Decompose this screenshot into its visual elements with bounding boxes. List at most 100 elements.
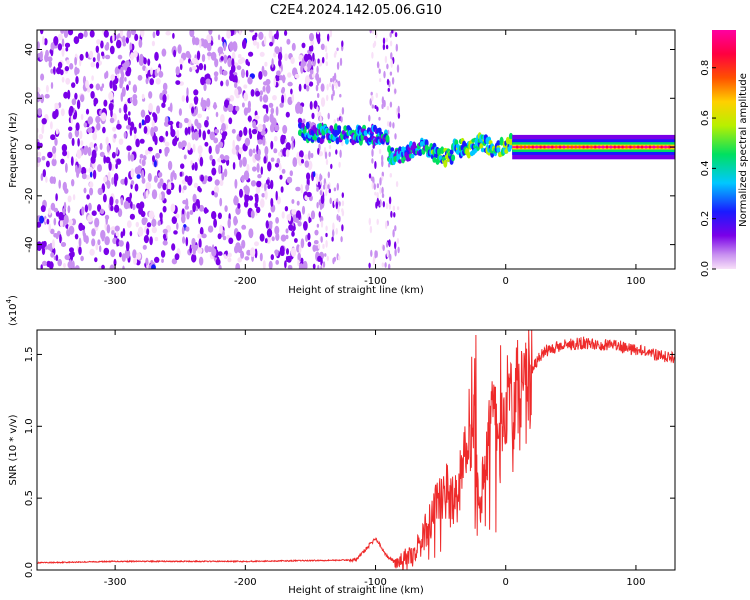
spectrogram-cell [153,113,158,123]
spectrogram-cell [79,53,84,61]
spectrogram-cell [372,43,376,48]
snr-frame [36,329,676,571]
spectrogram-cell [296,200,300,206]
spectrogram-cell [243,92,249,102]
spectrogram-cell [223,155,230,161]
spectrogram-cell [101,264,105,269]
spectrogram-cell [41,126,45,134]
spectrogram-cell [333,72,337,81]
spectrogram-cell [660,145,663,149]
spectrogram-cell [199,38,202,49]
spectrogram-cell [151,226,157,234]
spectrogram-cell [81,206,85,216]
spectrogram-cell [278,162,282,171]
spectrogram-cell [138,122,142,129]
spectrogram-cell [191,125,195,134]
spectrogram-cell [376,106,379,112]
spectrogram-cell [341,209,345,217]
spectrogram-cell [45,176,48,183]
spectrogram-cell [64,42,71,48]
spectrogram-cell [318,199,321,206]
spectrogram-cell [369,98,372,106]
spectrogram-cell [200,76,206,86]
spectrogram-cell [260,129,266,136]
spectrogram-cell [273,148,278,154]
spectrogram-cell [295,103,300,112]
spectrogram-cell [186,87,189,97]
spectrogram-cell [75,76,79,85]
spectrogram-cell [49,242,53,252]
spectrogram-cell [46,218,50,225]
spectrogram-cell [332,229,335,238]
spectrogram-cell [301,42,306,49]
spectrogram-cell [48,60,52,68]
spectrogram-cell [40,30,44,35]
spectrogram-cell [232,139,235,150]
spectrogram-cell [138,38,143,48]
spectrogram-cell [185,50,191,58]
spectrogram-cell [217,34,221,41]
spectrogram-cell [264,146,269,156]
spectrogram-cell [304,65,308,72]
spectrogram-cell [134,183,139,192]
spectrogram-cell [154,256,160,263]
spectrogram-cell [75,67,80,75]
colorbar-tick-label: 0.6 [700,110,711,126]
spectrogram-cell [194,161,198,171]
spectrogram-cell [606,145,608,149]
spectrogram-cell [52,111,58,120]
spectrogram-cell [155,30,160,36]
spectrogram-cell [109,264,115,269]
spectrogram-cell [85,79,89,89]
spectrogram-cell [112,33,115,43]
spectrogram-cell [119,30,124,38]
spectrogram-cell [161,48,167,57]
spectrogram-cell [341,129,346,136]
spectrogram-cell [262,85,266,92]
spectrogram-cell [633,145,636,149]
spectrogram-cell [555,145,558,149]
spectrogram-cell [306,191,312,198]
spectrogram-cell [243,126,248,136]
snr-series-line [37,330,675,570]
spectrogram-cell [61,76,65,83]
spectrogram-cell [398,159,402,164]
spectrogram-cell [154,51,159,62]
spectrogram-cell [206,34,212,42]
spectrogram-cell [74,56,77,66]
spectrogram-cell [291,231,295,237]
spectrogram-cell [388,263,391,269]
spectrogram-cell [55,193,58,202]
spectrogram-cell [55,128,59,135]
spectrogram-cell [65,77,71,85]
spectrogram-cell [84,235,89,244]
spectrogram-cell [206,42,212,52]
spectrogram-cell [151,40,155,47]
spectrogram-cell [39,51,43,61]
spectrogram-cell [37,91,40,99]
spectrogram-cell [268,212,272,218]
spectrogram-cell [390,210,393,218]
spectrogram-cell [508,132,513,140]
spectrogram-cell [157,182,162,189]
spectrogram-cell [201,233,207,239]
spectrogram-cell [298,83,302,92]
spectrogram-cell [153,175,158,183]
spectrogram-cell [264,238,268,244]
spectrogram-cell [203,207,208,214]
spectrogram-cell [37,41,40,50]
spectrogram-cell [109,45,115,55]
spectrogram-cell [69,105,74,114]
spectrogram-cell [241,239,246,249]
spectrogram-cell [322,243,325,249]
spectrogram-cell [326,94,329,102]
spectrogram-cell [250,180,257,187]
spectrogram-cell [396,237,400,244]
spectrogram-cell [325,159,329,166]
spectrogram-cell [95,115,101,124]
spectrogram-cell [378,68,381,74]
spectrogram-cell [160,250,166,258]
spectrogram-cell [287,264,293,269]
spectrogram-cell [97,187,103,196]
spectrogram-cell [96,39,101,45]
